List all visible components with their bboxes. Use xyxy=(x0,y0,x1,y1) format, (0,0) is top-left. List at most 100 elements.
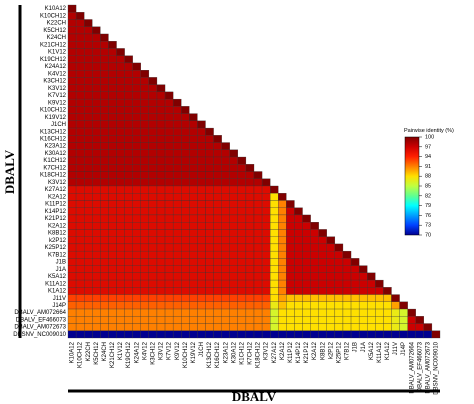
heatmap-cell xyxy=(92,200,101,208)
heatmap-cell xyxy=(140,323,150,331)
column-label: K13CH12 xyxy=(207,341,213,368)
heatmap-cell xyxy=(270,272,279,281)
heatmap-cell xyxy=(172,127,182,136)
heatmap-cell xyxy=(197,294,206,302)
heatmap-cell xyxy=(253,229,263,237)
heatmap-cell xyxy=(197,258,206,266)
heatmap-cell xyxy=(124,55,133,64)
heatmap-cell xyxy=(245,287,255,295)
heatmap-cell xyxy=(181,207,190,216)
heatmap-cell xyxy=(132,229,141,237)
heatmap-cell xyxy=(237,193,247,201)
heatmap-cell xyxy=(75,200,85,208)
heatmap-cell xyxy=(318,294,327,302)
heatmap-cell xyxy=(278,308,287,317)
row-label: K1A12 xyxy=(48,289,67,295)
row-label: K21P12 xyxy=(45,216,67,222)
heatmap-cell xyxy=(229,330,238,339)
heatmap-cell xyxy=(75,149,85,158)
heatmap-cell xyxy=(213,308,222,317)
heatmap-cell xyxy=(164,113,174,121)
heatmap-cell xyxy=(124,316,133,324)
heatmap-cell xyxy=(229,272,238,281)
heatmap-cell xyxy=(302,243,311,252)
heatmap-cell xyxy=(124,113,133,121)
heatmap-cell xyxy=(156,135,166,143)
heatmap-cell xyxy=(253,193,263,201)
heatmap-cell xyxy=(213,330,222,339)
heatmap-cell xyxy=(124,301,133,310)
heatmap-cell xyxy=(213,142,222,150)
heatmap-cell xyxy=(100,265,109,273)
heatmap-cell xyxy=(92,214,101,223)
row-label: K7V12 xyxy=(48,93,67,99)
heatmap-cell xyxy=(84,70,93,78)
heatmap-cell xyxy=(172,279,182,288)
heatmap-cell xyxy=(156,113,166,121)
heatmap-cell xyxy=(294,214,303,223)
heatmap-cell xyxy=(172,229,182,237)
heatmap-cell xyxy=(270,200,279,208)
heatmap-cell xyxy=(164,149,174,158)
heatmap-cell xyxy=(221,308,230,317)
heatmap-cell xyxy=(205,171,214,179)
heatmap-cell xyxy=(100,193,109,201)
heatmap-cell xyxy=(278,330,287,339)
heatmap-cell xyxy=(140,91,150,100)
heatmap-cell xyxy=(100,135,109,143)
heatmap-cell xyxy=(205,214,214,223)
row-label: K9V12 xyxy=(48,100,67,106)
heatmap-cell xyxy=(172,214,182,223)
heatmap-cell xyxy=(172,178,182,187)
heatmap-cell xyxy=(367,272,376,281)
heatmap-cell xyxy=(92,127,101,136)
heatmap-cell xyxy=(84,149,93,158)
heatmap-cell xyxy=(132,236,141,245)
heatmap-cell xyxy=(108,279,117,288)
heatmap-cell xyxy=(229,258,238,266)
heatmap-cell xyxy=(132,287,141,295)
row-label: J1A xyxy=(56,267,66,273)
heatmap-cell xyxy=(221,200,230,208)
heatmap-cell xyxy=(67,62,77,71)
heatmap-cell xyxy=(221,287,230,295)
heatmap-cell xyxy=(132,135,141,143)
heatmap-cell xyxy=(172,258,182,266)
column-label: K3V12 xyxy=(159,341,165,360)
heatmap-cell xyxy=(67,236,77,245)
heatmap-cell xyxy=(334,301,344,310)
heatmap-cell xyxy=(148,279,158,288)
heatmap-cell xyxy=(140,120,150,129)
heatmap-cell xyxy=(148,178,158,187)
heatmap-cell xyxy=(140,250,150,259)
heatmap-cell xyxy=(270,287,279,295)
heatmap-cell xyxy=(67,12,77,20)
heatmap-cell xyxy=(221,301,230,310)
heatmap-cell xyxy=(391,330,400,339)
heatmap-cell xyxy=(270,265,279,273)
heatmap-cell xyxy=(140,164,150,172)
heatmap-cell xyxy=(108,207,117,216)
heatmap-cell xyxy=(181,301,190,310)
heatmap-cell xyxy=(221,214,230,223)
heatmap-cell xyxy=(100,41,109,49)
heatmap-cell xyxy=(221,272,230,281)
heatmap-cell xyxy=(84,127,93,136)
heatmap-cell xyxy=(189,330,198,339)
heatmap-cell xyxy=(181,200,190,208)
heatmap-cell xyxy=(140,135,150,143)
column-label: K2A12 xyxy=(312,341,318,360)
heatmap-cell xyxy=(181,222,190,230)
heatmap-cell xyxy=(100,243,109,252)
heatmap-cell xyxy=(140,77,150,85)
heatmap-cell xyxy=(108,171,117,179)
heatmap-cell xyxy=(278,279,287,288)
heatmap-cell xyxy=(140,200,150,208)
heatmap-cell xyxy=(116,48,125,56)
heatmap-cell xyxy=(164,258,174,266)
heatmap-cell xyxy=(197,185,206,194)
heatmap-cell xyxy=(100,171,109,179)
heatmap-cell xyxy=(342,294,352,302)
heatmap-cell xyxy=(326,287,336,295)
heatmap-cell xyxy=(84,294,93,302)
